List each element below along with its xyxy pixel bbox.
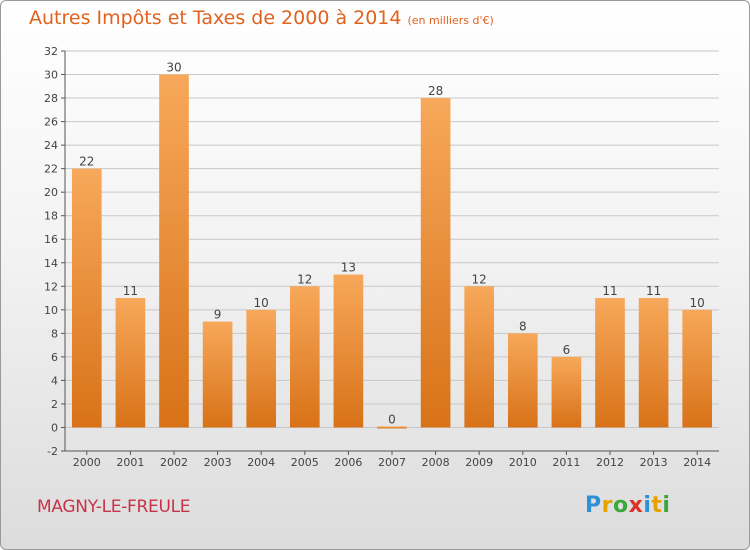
y-tick-label: 28 xyxy=(44,92,58,105)
data-label-2013: 11 xyxy=(646,284,661,298)
x-tick-label: 2014 xyxy=(683,456,711,469)
x-tick-label: 2000 xyxy=(73,456,101,469)
x-tick-label: 2012 xyxy=(596,456,624,469)
y-tick-label: 2 xyxy=(51,398,58,411)
data-label-2010: 8 xyxy=(519,319,527,333)
x-tick-label: 2007 xyxy=(378,456,406,469)
x-tick-label: 2011 xyxy=(552,456,580,469)
logo-letter: i xyxy=(662,493,671,518)
data-labels: 22 11 30 9 10 12 13 0 28 12 8 6 11 11 10 xyxy=(79,61,705,427)
data-label-2004: 10 xyxy=(254,296,269,310)
data-label-2003: 9 xyxy=(214,308,222,322)
chart-title: Autres Impôts et Taxes de 2000 à 2014 xyxy=(29,7,402,29)
bar-2012 xyxy=(595,298,625,428)
bar-2006 xyxy=(333,274,364,428)
y-tick-label: 4 xyxy=(51,374,58,387)
y-tick-label: 18 xyxy=(44,210,58,223)
data-label-2006: 13 xyxy=(341,261,356,275)
data-label-2000: 22 xyxy=(79,155,94,169)
bar-2007 xyxy=(377,426,407,429)
data-label-2002: 30 xyxy=(166,61,181,75)
logo-letter: r xyxy=(601,493,613,518)
logo-letter: o xyxy=(612,493,629,518)
y-tick-label: -2 xyxy=(47,445,58,458)
y-tick-label: 24 xyxy=(44,139,58,152)
x-axis: 2000 2001 2002 2003 2004 2005 2006 2007 2008 2009… xyxy=(73,451,711,469)
bar-2008 xyxy=(420,98,451,428)
x-tick-label: 2008 xyxy=(422,456,450,469)
x-tick-label: 2013 xyxy=(640,456,668,469)
chart-subtitle: (en milliers d'€) xyxy=(407,14,494,27)
bars xyxy=(71,74,713,429)
y-tick-label: 10 xyxy=(44,304,58,317)
proxiti-logo[interactable]: Proxiti xyxy=(585,493,670,518)
bar-2002 xyxy=(159,74,189,428)
commune-name: MAGNY-LE-FREULE xyxy=(37,497,191,517)
y-tick-label: 6 xyxy=(51,351,58,364)
y-tick-label: 20 xyxy=(44,186,58,199)
bar-2009 xyxy=(464,286,495,428)
bar-2013 xyxy=(638,298,669,428)
x-tick-label: 2010 xyxy=(509,456,537,469)
y-tick-label: 0 xyxy=(51,421,58,434)
x-tick-label: 2003 xyxy=(204,456,232,469)
data-label-2008: 28 xyxy=(428,84,443,98)
title-block: Autres Impôts et Taxes de 2000 à 2014 (en… xyxy=(29,7,494,29)
x-tick-label: 2006 xyxy=(334,456,362,469)
logo-letter: P xyxy=(585,493,602,518)
bar-2010 xyxy=(507,333,538,428)
x-tick-label: 2005 xyxy=(291,456,319,469)
logo-letter: t xyxy=(651,493,663,518)
x-tick-label: 2001 xyxy=(116,456,144,469)
data-label-2014: 10 xyxy=(690,296,705,310)
data-label-2007: 0 xyxy=(388,412,396,426)
bar-2000 xyxy=(71,168,102,428)
logo-letter: i xyxy=(643,493,652,518)
bar-2014 xyxy=(682,309,713,428)
x-tick-label: 2004 xyxy=(247,456,275,469)
bar-2003 xyxy=(202,321,233,428)
y-tick-label: 26 xyxy=(44,116,58,129)
x-tick-label: 2009 xyxy=(465,456,493,469)
y-tick-label: 16 xyxy=(44,233,58,246)
y-tick-label: 32 xyxy=(44,45,58,58)
data-label-2012: 11 xyxy=(602,284,617,298)
y-tick-label: 8 xyxy=(51,327,58,340)
logo-letter: x xyxy=(628,493,644,518)
bar-2004 xyxy=(246,309,277,428)
bar-2001 xyxy=(115,298,146,428)
y-tick-label: 22 xyxy=(44,163,58,176)
data-label-2001: 11 xyxy=(123,284,138,298)
y-tick-label: 30 xyxy=(44,69,58,82)
data-label-2009: 12 xyxy=(472,272,487,286)
x-tick-label: 2002 xyxy=(160,456,188,469)
bar-2011 xyxy=(551,356,582,428)
data-label-2005: 12 xyxy=(297,272,312,286)
data-label-2011: 6 xyxy=(563,343,571,357)
bar-2005 xyxy=(289,286,320,428)
y-tick-label: 14 xyxy=(44,257,58,270)
y-tick-label: 12 xyxy=(44,280,58,293)
